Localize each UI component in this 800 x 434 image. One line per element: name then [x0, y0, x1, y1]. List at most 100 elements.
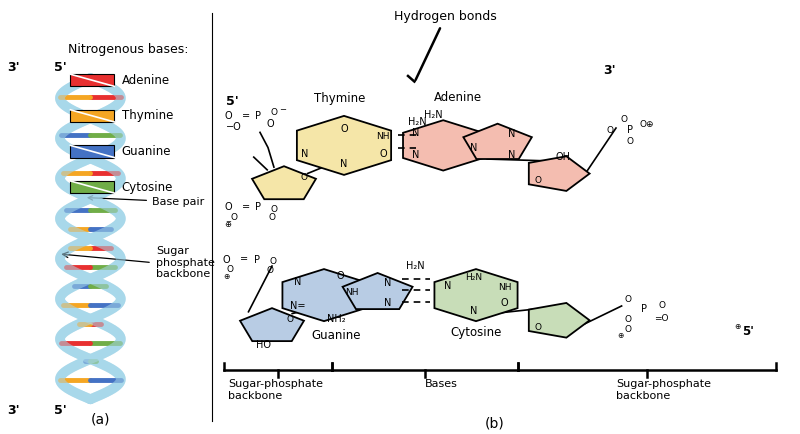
Text: P: P — [627, 125, 634, 135]
Text: N: N — [384, 298, 392, 308]
Text: Thymine: Thymine — [314, 92, 366, 105]
Text: Sugar-phosphate
backbone: Sugar-phosphate backbone — [228, 379, 323, 401]
Text: O: O — [287, 315, 294, 324]
Bar — [70, 74, 114, 86]
Text: P: P — [254, 254, 260, 265]
Text: P: P — [255, 111, 262, 122]
Text: 5': 5' — [226, 95, 238, 108]
Polygon shape — [252, 166, 316, 199]
Text: ⊕: ⊕ — [223, 272, 230, 280]
Text: Cytosine: Cytosine — [450, 326, 502, 339]
Text: O: O — [271, 108, 278, 117]
Polygon shape — [403, 120, 483, 171]
Polygon shape — [463, 124, 532, 159]
Polygon shape — [529, 156, 590, 191]
Text: N: N — [508, 128, 516, 139]
Bar — [70, 181, 114, 193]
Text: ⊕: ⊕ — [225, 220, 231, 229]
Polygon shape — [297, 116, 391, 175]
Text: Guanine: Guanine — [311, 329, 361, 342]
Text: OH: OH — [555, 152, 570, 162]
Text: =: = — [242, 202, 250, 213]
Text: Base pair: Base pair — [88, 196, 204, 207]
Text: (b): (b) — [485, 416, 504, 430]
Text: NH: NH — [346, 288, 358, 297]
Text: O: O — [606, 126, 613, 135]
Text: O: O — [301, 173, 308, 182]
Text: −: − — [225, 219, 231, 225]
Text: =O: =O — [654, 315, 669, 323]
Text: 3': 3' — [7, 404, 20, 417]
Text: Nitrogenous bases:: Nitrogenous bases: — [68, 43, 189, 56]
Text: Adenine: Adenine — [434, 91, 482, 104]
Text: O: O — [658, 301, 665, 309]
Text: Thymine: Thymine — [122, 109, 173, 122]
Text: Cytosine: Cytosine — [122, 181, 173, 194]
Text: O: O — [266, 118, 274, 129]
Polygon shape — [434, 269, 518, 321]
Text: O: O — [625, 316, 631, 324]
Text: Bases: Bases — [425, 379, 458, 389]
Bar — [70, 145, 114, 158]
Text: H₂N: H₂N — [408, 116, 426, 127]
Text: O: O — [627, 137, 634, 145]
Text: =: = — [242, 111, 250, 122]
Text: N: N — [294, 277, 302, 287]
Polygon shape — [240, 308, 304, 341]
Text: −: − — [279, 105, 286, 114]
Text: O: O — [224, 111, 232, 122]
Bar — [70, 110, 114, 122]
Text: NH: NH — [498, 283, 511, 292]
Text: N=: N= — [290, 300, 306, 311]
Text: O: O — [625, 295, 631, 304]
Text: Sugar-phosphate
backbone: Sugar-phosphate backbone — [616, 379, 711, 401]
Text: H₂N: H₂N — [465, 273, 482, 282]
Text: O: O — [379, 149, 387, 159]
Text: O: O — [534, 176, 541, 185]
Text: ⊕: ⊕ — [617, 331, 623, 340]
Text: N: N — [412, 151, 420, 161]
Text: O: O — [224, 202, 232, 213]
Text: O: O — [621, 115, 627, 124]
Text: O: O — [534, 323, 541, 332]
Text: =: = — [240, 254, 248, 265]
Text: P: P — [641, 304, 647, 314]
Text: O: O — [222, 254, 230, 265]
Text: 3': 3' — [7, 61, 20, 74]
Text: 5': 5' — [54, 404, 66, 417]
Text: NH: NH — [377, 132, 390, 141]
Text: N: N — [412, 128, 420, 138]
Text: HO: HO — [256, 339, 271, 350]
Text: H₂N: H₂N — [424, 110, 443, 120]
Text: NH₂: NH₂ — [326, 314, 346, 324]
Text: N: N — [470, 143, 478, 153]
Text: (a): (a) — [90, 412, 110, 426]
Text: 5': 5' — [742, 325, 754, 338]
Text: N: N — [301, 149, 309, 159]
Text: O: O — [227, 265, 234, 273]
Text: O: O — [269, 214, 275, 222]
Text: O: O — [625, 326, 631, 334]
Text: P: P — [255, 202, 262, 213]
Text: −O: −O — [226, 122, 242, 132]
Text: O: O — [340, 124, 348, 134]
Text: O: O — [270, 257, 276, 266]
Text: 5': 5' — [54, 61, 66, 74]
Polygon shape — [282, 269, 366, 321]
Text: O: O — [501, 298, 509, 308]
Text: H₂N: H₂N — [406, 260, 425, 271]
Text: O⊕: O⊕ — [639, 120, 654, 129]
Polygon shape — [529, 303, 590, 338]
Text: N: N — [443, 281, 451, 291]
Text: Hydrogen bonds: Hydrogen bonds — [394, 10, 497, 80]
Text: Sugar
phosphate
backbone: Sugar phosphate backbone — [156, 246, 215, 279]
Text: N: N — [470, 306, 478, 316]
Text: Adenine: Adenine — [122, 74, 170, 87]
Text: O: O — [267, 266, 274, 275]
Text: O: O — [271, 205, 278, 214]
Text: O: O — [336, 270, 344, 281]
Text: O: O — [230, 213, 237, 221]
Text: Guanine: Guanine — [122, 145, 171, 158]
Text: N: N — [384, 278, 392, 288]
Text: N: N — [340, 159, 348, 169]
